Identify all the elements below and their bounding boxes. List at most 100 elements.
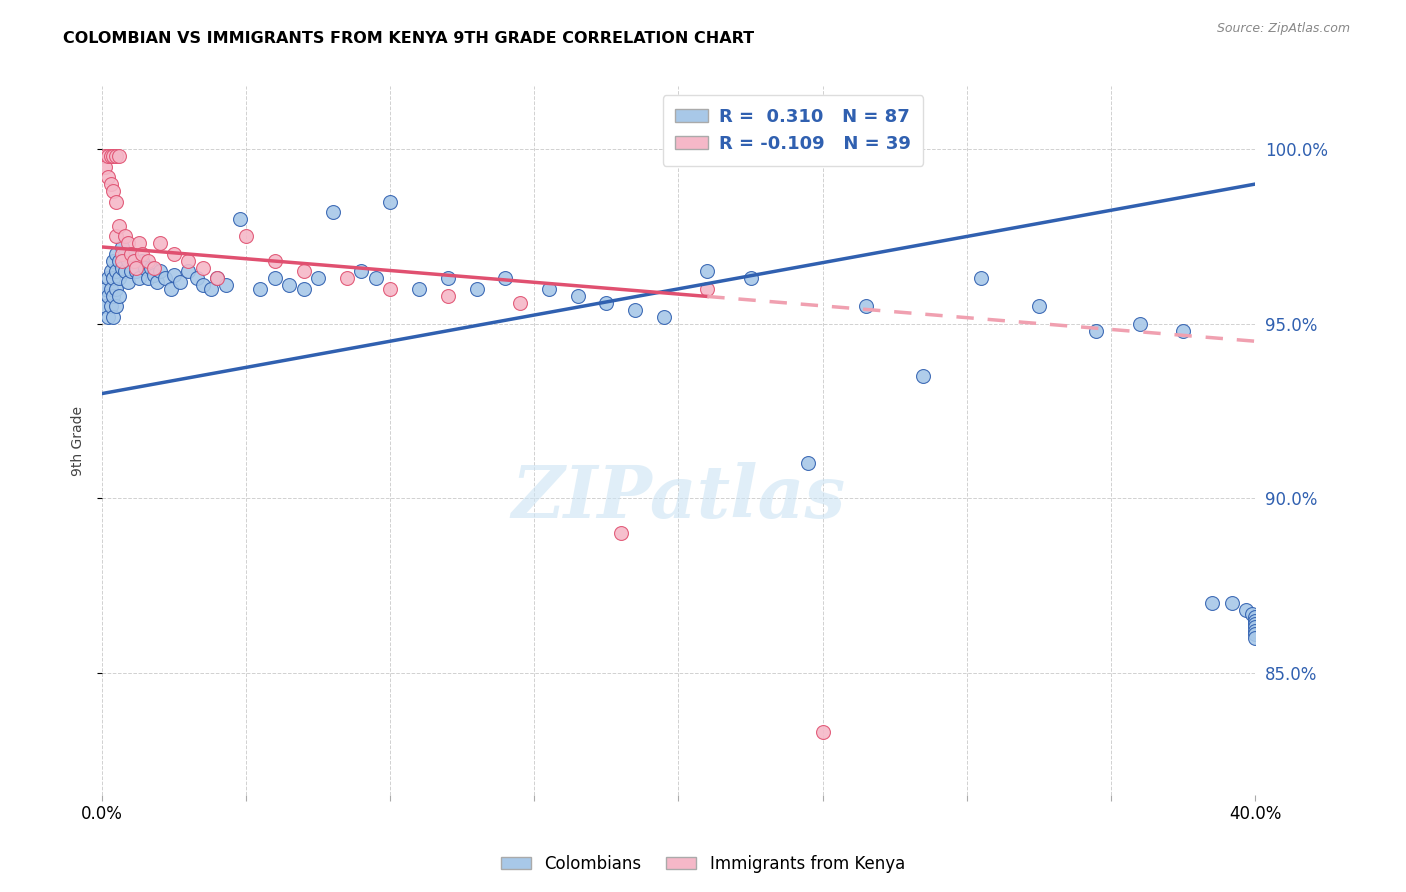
Point bbox=[122, 254, 145, 268]
Point bbox=[97, 310, 120, 324]
Point bbox=[105, 194, 128, 209]
Point bbox=[1244, 624, 1267, 638]
Point bbox=[537, 282, 560, 296]
Point bbox=[177, 264, 200, 278]
Point bbox=[105, 247, 128, 261]
Point bbox=[652, 310, 675, 324]
Point bbox=[108, 289, 131, 303]
Point bbox=[105, 299, 128, 313]
Point bbox=[380, 194, 402, 209]
Point bbox=[117, 236, 139, 251]
Point bbox=[200, 282, 222, 296]
Point bbox=[437, 271, 460, 285]
Point bbox=[696, 264, 718, 278]
Point bbox=[509, 295, 531, 310]
Point bbox=[94, 160, 117, 174]
Point bbox=[1244, 617, 1267, 632]
Point bbox=[148, 236, 170, 251]
Point bbox=[1244, 614, 1267, 628]
Point bbox=[97, 170, 120, 185]
Point bbox=[100, 282, 122, 296]
Point bbox=[120, 247, 142, 261]
Point bbox=[364, 271, 387, 285]
Point bbox=[105, 149, 128, 163]
Point bbox=[1241, 607, 1264, 621]
Point bbox=[408, 282, 430, 296]
Point bbox=[336, 271, 359, 285]
Point bbox=[292, 282, 315, 296]
Point bbox=[136, 254, 159, 268]
Text: Source: ZipAtlas.com: Source: ZipAtlas.com bbox=[1216, 22, 1350, 36]
Point bbox=[191, 278, 214, 293]
Point bbox=[103, 271, 125, 285]
Point bbox=[103, 184, 125, 198]
Point bbox=[111, 254, 134, 268]
Point bbox=[145, 275, 167, 289]
Point bbox=[105, 282, 128, 296]
Point bbox=[380, 282, 402, 296]
Point bbox=[177, 254, 200, 268]
Point bbox=[103, 289, 125, 303]
Point bbox=[117, 275, 139, 289]
Point bbox=[122, 254, 145, 268]
Point bbox=[117, 254, 139, 268]
Point bbox=[125, 264, 148, 278]
Point bbox=[94, 282, 117, 296]
Point bbox=[131, 247, 153, 261]
Point bbox=[105, 264, 128, 278]
Point bbox=[205, 271, 228, 285]
Point bbox=[94, 149, 117, 163]
Point bbox=[108, 271, 131, 285]
Point bbox=[437, 289, 460, 303]
Point bbox=[100, 177, 122, 191]
Point bbox=[186, 271, 208, 285]
Text: ZIPatlas: ZIPatlas bbox=[512, 462, 845, 533]
Point bbox=[120, 264, 142, 278]
Point bbox=[125, 260, 148, 275]
Point bbox=[1244, 631, 1267, 645]
Point bbox=[111, 247, 134, 261]
Point bbox=[136, 271, 159, 285]
Point bbox=[128, 271, 150, 285]
Point bbox=[114, 247, 136, 261]
Point bbox=[1244, 620, 1267, 634]
Point bbox=[191, 260, 214, 275]
Point bbox=[97, 289, 120, 303]
Point bbox=[249, 282, 271, 296]
Point bbox=[103, 254, 125, 268]
Point bbox=[278, 278, 301, 293]
Point bbox=[465, 282, 488, 296]
Point bbox=[624, 302, 647, 317]
Y-axis label: 9th Grade: 9th Grade bbox=[72, 406, 86, 475]
Point bbox=[94, 299, 117, 313]
Point bbox=[229, 212, 252, 227]
Point bbox=[103, 149, 125, 163]
Point bbox=[128, 236, 150, 251]
Point bbox=[350, 264, 373, 278]
Point bbox=[142, 268, 165, 282]
Point bbox=[108, 254, 131, 268]
Point bbox=[97, 271, 120, 285]
Point bbox=[495, 271, 517, 285]
Point bbox=[970, 271, 993, 285]
Point bbox=[1244, 627, 1267, 641]
Point bbox=[139, 260, 162, 275]
Point bbox=[114, 264, 136, 278]
Point bbox=[912, 369, 935, 384]
Point bbox=[696, 282, 718, 296]
Point bbox=[610, 526, 633, 541]
Point bbox=[1129, 317, 1152, 331]
Point bbox=[120, 247, 142, 261]
Point bbox=[163, 268, 186, 282]
Point bbox=[111, 240, 134, 254]
Point bbox=[160, 282, 183, 296]
Point bbox=[111, 260, 134, 275]
Point bbox=[148, 264, 170, 278]
Text: COLOMBIAN VS IMMIGRANTS FROM KENYA 9TH GRADE CORRELATION CHART: COLOMBIAN VS IMMIGRANTS FROM KENYA 9TH G… bbox=[63, 31, 755, 46]
Point bbox=[114, 229, 136, 244]
Point bbox=[134, 260, 156, 275]
Point bbox=[100, 149, 122, 163]
Legend: R =  0.310   N = 87, R = -0.109   N = 39: R = 0.310 N = 87, R = -0.109 N = 39 bbox=[662, 95, 924, 166]
Point bbox=[163, 247, 186, 261]
Point bbox=[740, 271, 762, 285]
